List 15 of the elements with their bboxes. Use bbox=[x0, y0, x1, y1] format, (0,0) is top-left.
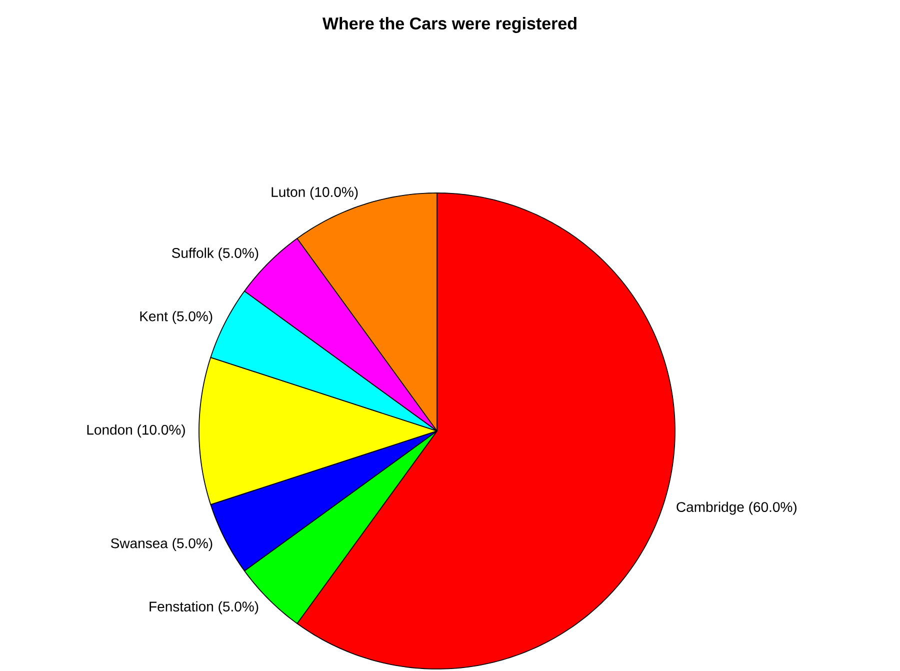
slice-label: London bbox=[87, 424, 132, 435]
data-label: (60.0%) bbox=[749, 502, 796, 515]
data-label: (5.0%) bbox=[218, 601, 258, 614]
data-label: (5.0%) bbox=[172, 538, 212, 552]
data-label: (5.0%) bbox=[218, 248, 258, 261]
chart-title: Where the Cars were registered bbox=[322, 17, 576, 33]
slice-label: Swansea bbox=[110, 538, 168, 548]
slice-label: Fenstation bbox=[150, 601, 213, 612]
data-label: (10.0%) bbox=[310, 186, 358, 200]
data-label: (10.0%) bbox=[138, 424, 185, 438]
slice-label: Suffolk bbox=[172, 248, 214, 258]
slice-label: Kent bbox=[140, 311, 168, 322]
data-label: (5.0%) bbox=[172, 310, 212, 324]
slice-label: Luton bbox=[272, 187, 305, 197]
slice-label: Cambridge bbox=[676, 502, 744, 515]
